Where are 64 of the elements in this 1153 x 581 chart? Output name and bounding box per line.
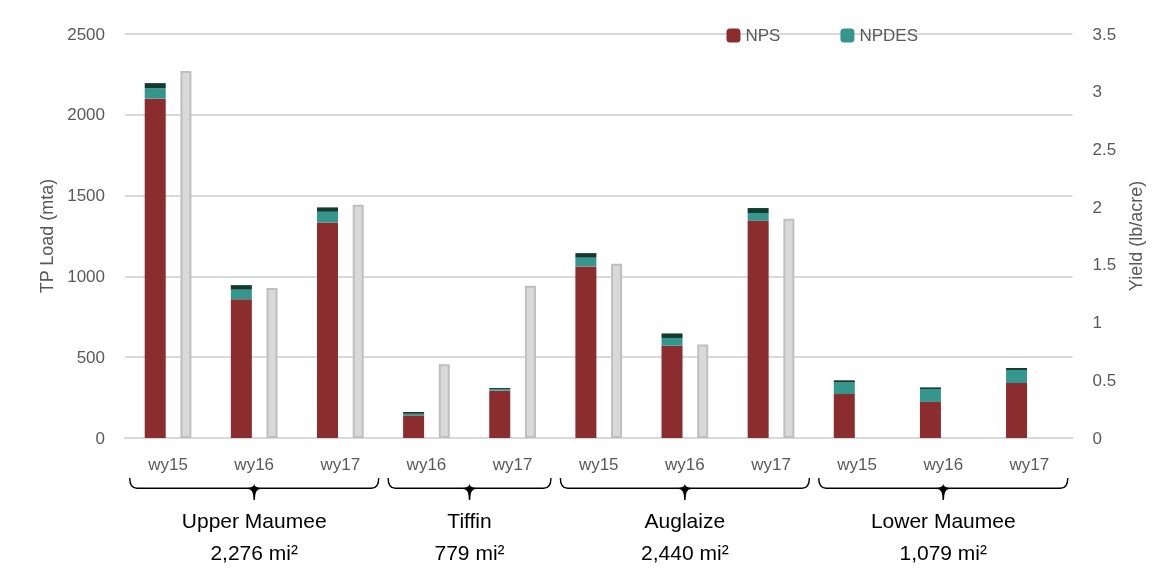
x-tick-label: wy17 xyxy=(750,455,791,474)
x-tick-label: wy15 xyxy=(147,455,188,474)
bar xyxy=(403,415,425,438)
bar xyxy=(316,207,338,212)
text: Tiffin xyxy=(447,509,492,532)
legend-label: NPDES xyxy=(859,26,919,45)
bar xyxy=(833,394,855,438)
bar xyxy=(230,285,252,290)
y-tick-label: 500 xyxy=(76,347,105,367)
bar xyxy=(144,88,166,99)
bar xyxy=(661,337,683,346)
bar xyxy=(919,401,941,438)
y-tick-label: 1000 xyxy=(67,266,105,286)
text: 2,440 mi² xyxy=(641,541,729,564)
y2-tick-label: 3.5 xyxy=(1092,24,1117,44)
text: Lower Maumee xyxy=(870,509,1016,532)
bar xyxy=(489,390,511,438)
bar xyxy=(833,380,855,383)
bar xyxy=(1006,369,1028,384)
y-tick-label: 2000 xyxy=(67,105,105,125)
bar xyxy=(316,211,338,223)
bar xyxy=(919,389,941,402)
y2-tick-label: 2.5 xyxy=(1092,139,1117,159)
bar xyxy=(230,289,252,300)
y2-axis-title: Yield (lb/acre) xyxy=(1126,180,1146,292)
y2-tick-label: 0 xyxy=(1092,428,1102,448)
y2-tick-label: 0.5 xyxy=(1092,370,1117,390)
x-tick-label: wy16 xyxy=(405,455,447,474)
x-tick-label: wy15 xyxy=(577,455,619,474)
bar xyxy=(747,213,769,221)
bar xyxy=(747,220,769,438)
x-tick-label: wy16 xyxy=(664,455,705,474)
bar xyxy=(575,257,597,267)
bar xyxy=(575,253,597,258)
legend-label: NPS xyxy=(745,26,781,45)
text: Auglaize xyxy=(644,509,726,532)
text: 1,079 mi² xyxy=(899,541,988,564)
x-tick-label: wy17 xyxy=(319,455,361,474)
bar xyxy=(230,299,252,438)
y-tick-label: 2500 xyxy=(67,24,105,44)
x-tick-label: wy17 xyxy=(1008,455,1050,474)
y2-tick-label: 1 xyxy=(1092,313,1102,333)
y2-tick-label: 2 xyxy=(1092,197,1102,217)
bar xyxy=(144,83,166,89)
x-tick-label: wy16 xyxy=(233,455,275,474)
text: 779 mi² xyxy=(434,541,505,564)
bar xyxy=(833,382,855,395)
y-tick-label: 1500 xyxy=(67,186,105,206)
y-axis-title: TP Load (mta) xyxy=(37,178,58,294)
x-tick-label: wy15 xyxy=(836,455,877,474)
y-tick-label: 0 xyxy=(95,428,105,448)
text: 2,276 mi² xyxy=(210,541,298,564)
x-tick-label: wy16 xyxy=(922,455,964,474)
bar xyxy=(661,345,683,438)
bar xyxy=(316,222,338,438)
bar xyxy=(144,98,166,438)
x-tick-label: wy17 xyxy=(491,455,533,474)
bar xyxy=(1006,383,1028,438)
text: Upper Maumee xyxy=(181,509,327,532)
bar xyxy=(747,208,769,214)
bar xyxy=(575,266,597,438)
bar xyxy=(661,333,683,338)
y2-tick-label: 1.5 xyxy=(1092,255,1117,275)
y2-tick-label: 3 xyxy=(1092,82,1102,102)
